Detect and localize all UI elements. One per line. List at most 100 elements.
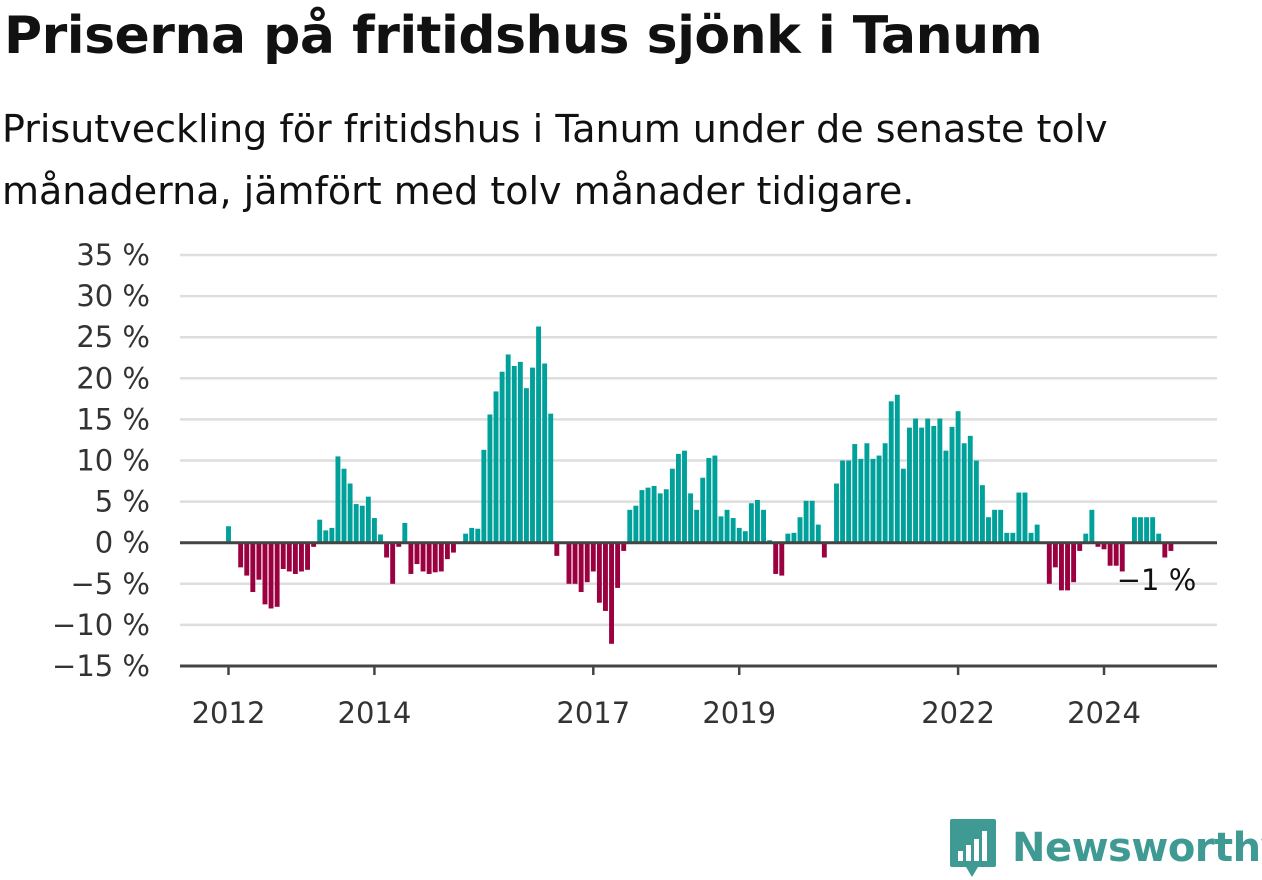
bar bbox=[469, 527, 475, 543]
y-tick-label: −15 % bbox=[52, 649, 150, 683]
bar bbox=[329, 527, 335, 543]
bar bbox=[292, 542, 298, 574]
bar bbox=[682, 450, 687, 543]
bar bbox=[378, 534, 383, 543]
bar bbox=[523, 388, 529, 543]
bar bbox=[554, 542, 560, 556]
bar bbox=[858, 458, 864, 543]
bar bbox=[305, 542, 310, 570]
bar bbox=[688, 493, 694, 543]
bar bbox=[669, 468, 675, 543]
bar bbox=[1095, 542, 1101, 547]
bar bbox=[1119, 542, 1125, 572]
bar bbox=[347, 483, 353, 543]
bar bbox=[414, 542, 420, 565]
annotation-layer: −1 % bbox=[1117, 563, 1197, 597]
bar bbox=[700, 477, 706, 543]
y-tick-label: −5 % bbox=[70, 567, 150, 601]
x-tick-label: 2012 bbox=[192, 696, 266, 730]
bar bbox=[651, 485, 657, 543]
bar bbox=[779, 542, 785, 576]
bar bbox=[712, 455, 718, 543]
bar bbox=[323, 530, 329, 543]
y-tick-label: −10 % bbox=[52, 608, 150, 642]
bar bbox=[268, 542, 274, 609]
bar bbox=[493, 391, 499, 543]
bar bbox=[1144, 517, 1150, 543]
bar bbox=[694, 509, 700, 543]
bar bbox=[256, 542, 262, 580]
bar bbox=[657, 493, 663, 543]
x-tick-label: 2024 bbox=[1067, 696, 1141, 730]
bar bbox=[511, 365, 517, 543]
bar bbox=[335, 456, 341, 543]
bar bbox=[621, 542, 627, 551]
bar bbox=[718, 516, 724, 543]
bar bbox=[536, 326, 542, 543]
bar bbox=[499, 371, 505, 543]
bar bbox=[396, 542, 402, 547]
bar bbox=[761, 509, 766, 543]
bar bbox=[797, 517, 803, 543]
y-tick-label: 30 % bbox=[76, 279, 150, 313]
bar bbox=[299, 542, 304, 572]
bar bbox=[1059, 542, 1064, 591]
bar bbox=[609, 542, 614, 644]
bar bbox=[615, 542, 621, 588]
bar bbox=[463, 533, 469, 543]
bar bbox=[955, 411, 961, 543]
bar bbox=[852, 444, 858, 543]
bar bbox=[408, 542, 414, 574]
bar bbox=[1077, 542, 1083, 551]
bar bbox=[675, 453, 681, 543]
bar bbox=[444, 542, 450, 560]
bar bbox=[846, 460, 852, 543]
bar bbox=[578, 542, 584, 593]
bar bbox=[1150, 517, 1156, 543]
bar bbox=[1107, 542, 1113, 566]
bar bbox=[341, 468, 347, 543]
bar bbox=[724, 509, 730, 543]
bar bbox=[937, 418, 943, 543]
bar bbox=[426, 542, 432, 574]
bar bbox=[973, 460, 979, 543]
bar bbox=[548, 413, 554, 543]
bar bbox=[1010, 532, 1016, 543]
bar bbox=[517, 361, 523, 543]
bar bbox=[864, 443, 870, 543]
bar bbox=[530, 367, 535, 543]
x-tick-label: 2014 bbox=[338, 696, 412, 730]
bar bbox=[590, 542, 596, 572]
bar bbox=[505, 354, 511, 543]
bar bbox=[773, 542, 779, 574]
bar bbox=[785, 533, 791, 543]
bar bbox=[730, 518, 736, 543]
y-tick-label: 35 % bbox=[76, 238, 150, 272]
bar bbox=[803, 500, 809, 543]
bar bbox=[900, 468, 906, 543]
bar bbox=[371, 518, 377, 543]
bar bbox=[402, 522, 408, 543]
bar bbox=[1022, 492, 1028, 543]
bar bbox=[572, 542, 578, 584]
bar bbox=[821, 542, 827, 558]
bar bbox=[907, 427, 912, 543]
bar bbox=[487, 414, 493, 543]
y-tick-label: 15 % bbox=[76, 402, 150, 436]
bar bbox=[992, 509, 998, 543]
bar bbox=[596, 542, 602, 603]
latest-value-label: −1 % bbox=[1117, 563, 1197, 597]
bar bbox=[420, 542, 426, 572]
bar bbox=[925, 418, 931, 543]
bar bbox=[1034, 524, 1040, 543]
bar bbox=[475, 528, 481, 543]
bar bbox=[894, 394, 900, 543]
brand-footer: Newsworthy bbox=[948, 816, 1262, 880]
bar bbox=[1138, 517, 1143, 543]
bar bbox=[317, 519, 323, 543]
bar bbox=[888, 401, 894, 543]
bar bbox=[627, 509, 633, 543]
bar bbox=[280, 542, 286, 569]
bar bbox=[1065, 542, 1070, 591]
